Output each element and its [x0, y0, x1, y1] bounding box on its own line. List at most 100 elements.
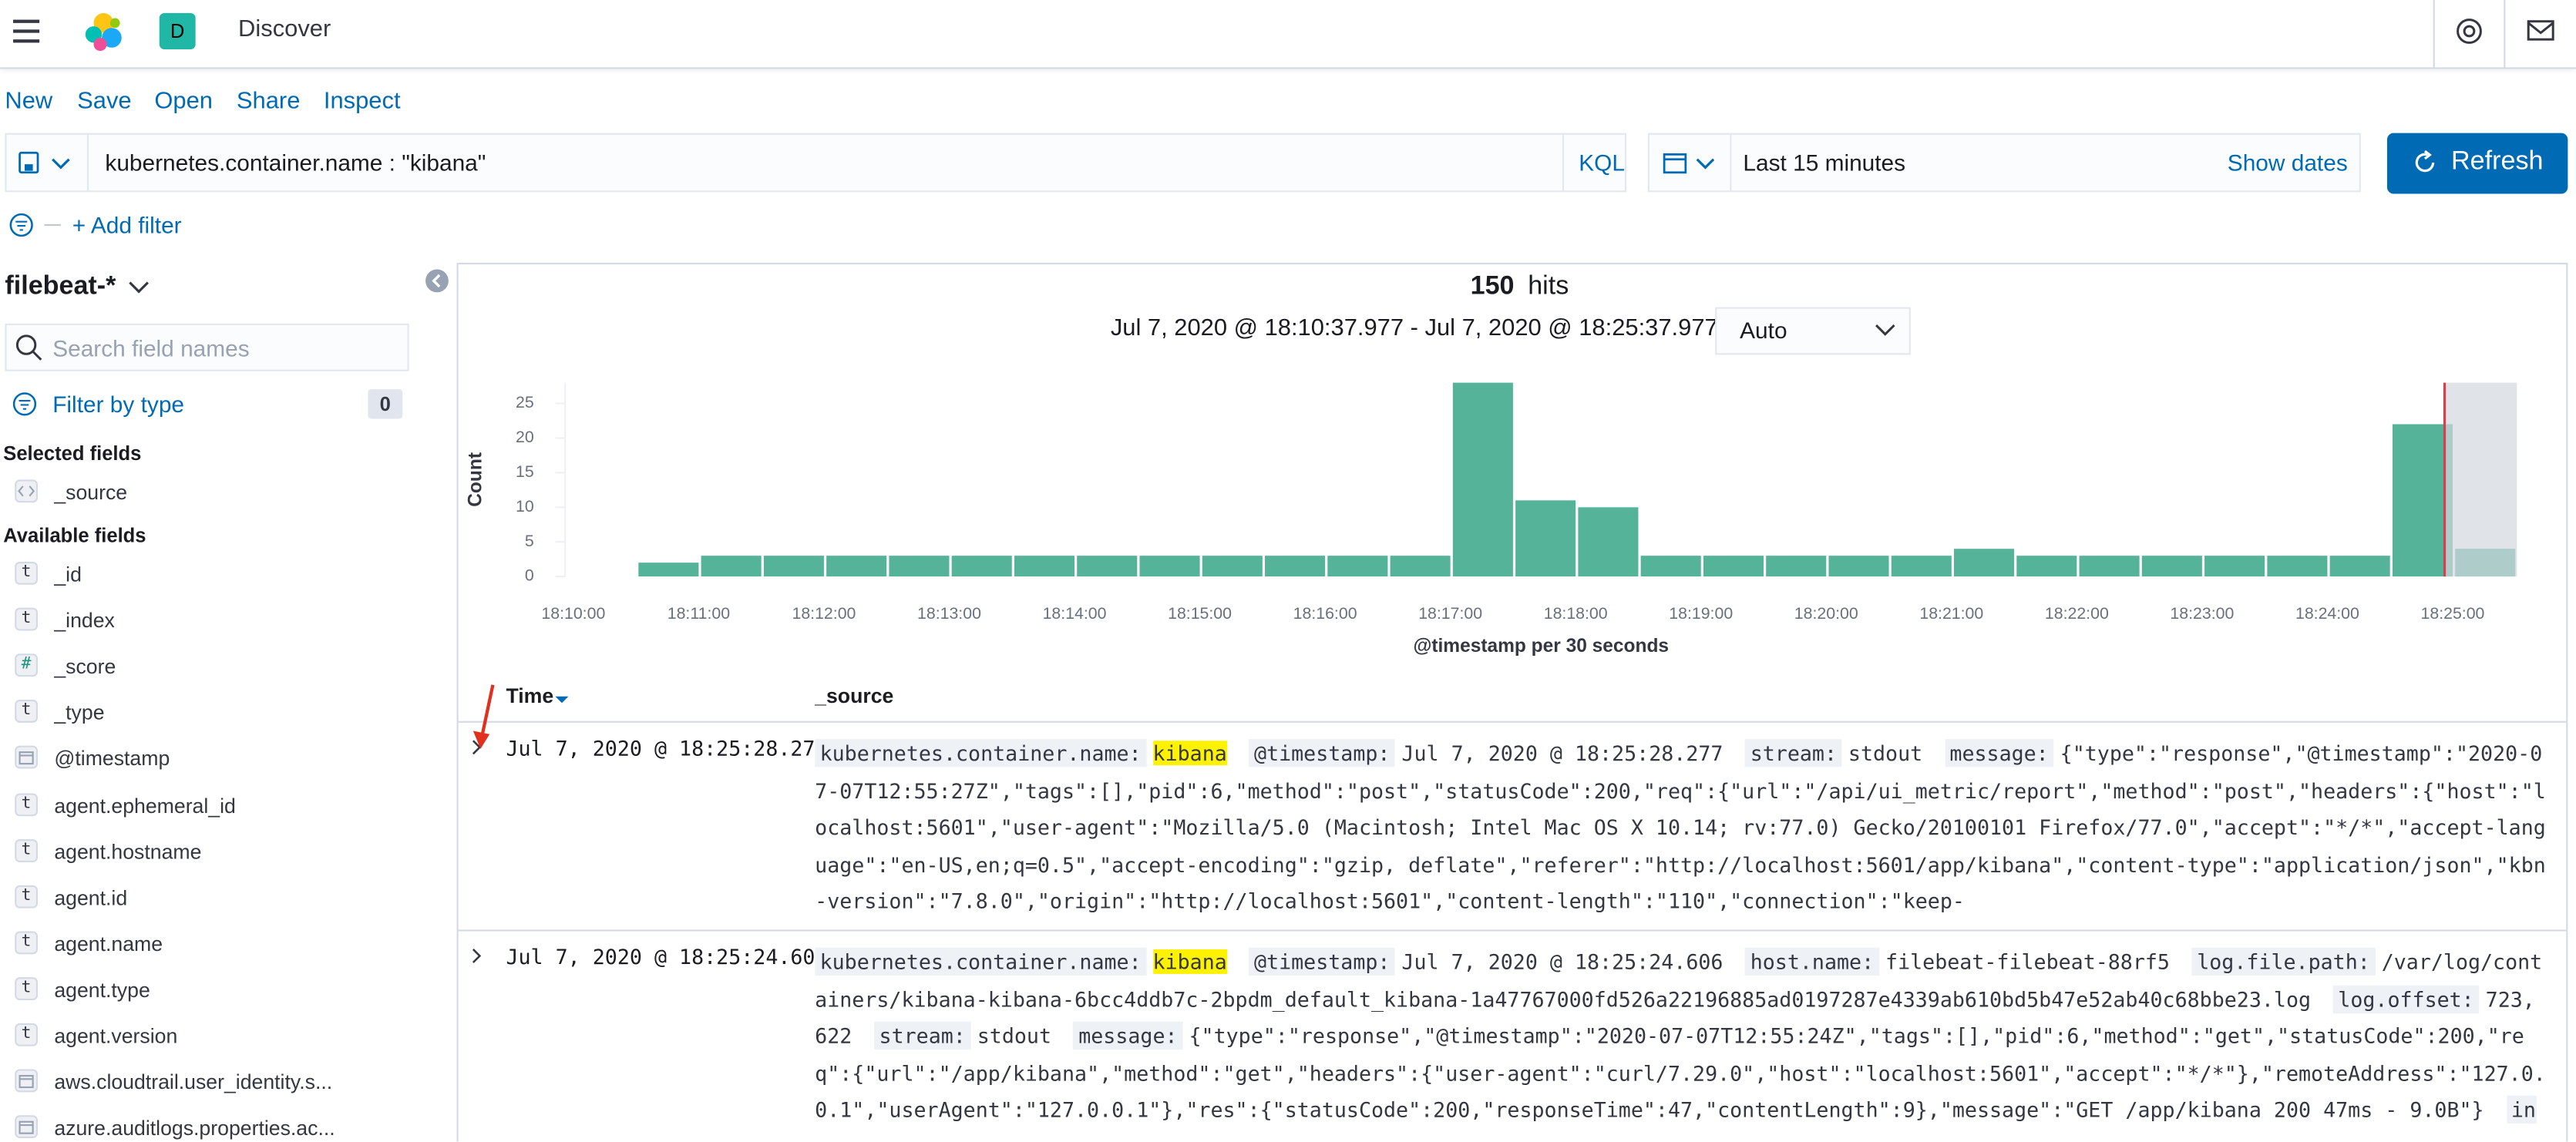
bar — [1703, 556, 1764, 577]
sort-arrow[interactable] — [553, 691, 570, 707]
field-value: 723,622 — [815, 986, 2535, 1048]
type-icon: t — [15, 607, 39, 631]
field-item[interactable]: t agent.ephemeral_id — [0, 789, 427, 822]
bar — [1766, 556, 1827, 577]
column-time[interactable]: Time — [506, 684, 554, 708]
field-key: log.file.path: — [2191, 947, 2376, 976]
menu-item[interactable]: Inspect — [323, 89, 401, 116]
bar — [1327, 556, 1388, 577]
show-dates[interactable]: Show dates — [2227, 149, 2348, 176]
field-item[interactable]: # _score — [0, 650, 427, 684]
x-tick-label: 18:12:00 — [792, 604, 856, 623]
mail-button[interactable] — [2527, 18, 2556, 44]
time-range[interactable]: Last 15 minutes — [1743, 149, 1906, 176]
x-tick-label: 18:15:00 — [1168, 604, 1232, 623]
filter-by-type[interactable]: Filter by type — [52, 391, 185, 418]
field-value: stdout — [977, 1023, 1051, 1048]
menu-item[interactable]: Save — [77, 89, 132, 116]
calendar-glyph — [18, 1121, 34, 1135]
field-key: host.name: — [1745, 947, 1879, 976]
field-name: agent.name — [54, 932, 163, 956]
out-of-range-overlay — [2444, 382, 2517, 577]
x-tick-label: 18:10:00 — [541, 604, 605, 623]
bar — [2204, 556, 2265, 577]
menu-item[interactable]: New — [5, 89, 53, 116]
field-search[interactable] — [5, 323, 409, 371]
index-pattern[interactable]: filebeat-* — [5, 272, 116, 301]
refresh-icon — [2415, 149, 2435, 173]
y-tick-label: 20 — [516, 428, 534, 446]
bar — [1390, 556, 1451, 577]
y-axis-label: Count — [466, 452, 486, 507]
field-item[interactable]: t _type — [0, 697, 427, 730]
x-tick-label: 18:18:00 — [1544, 604, 1608, 623]
bar — [889, 556, 950, 577]
quick-menu-button[interactable] — [1661, 149, 1723, 176]
type-icon: t — [15, 700, 39, 724]
expand-toggle[interactable] — [466, 945, 486, 968]
field-name: agent.type — [54, 979, 150, 1002]
elastic-logo[interactable] — [82, 10, 125, 52]
bar — [1014, 556, 1075, 577]
field-value: {"type":"response","@timestamp":"2020-07… — [815, 741, 2546, 914]
filter-options[interactable] — [8, 212, 64, 238]
field-name: _type — [54, 701, 105, 725]
expand-toggle[interactable] — [466, 736, 486, 759]
space-avatar[interactable]: D — [159, 13, 196, 49]
bar — [1202, 556, 1263, 577]
interval-select[interactable] — [1715, 307, 1911, 355]
y-tick-label: 15 — [516, 462, 534, 481]
query-input[interactable]: kubernetes.container.name : "kibana" — [105, 149, 486, 176]
menu-item[interactable]: Share — [236, 89, 301, 116]
menu-item[interactable]: Open — [154, 89, 213, 116]
field-key: message: — [1073, 1021, 1182, 1050]
row-source: kubernetes.container.name: kibana @timest… — [815, 736, 2546, 921]
field-item[interactable]: t _id — [0, 559, 427, 592]
x-tick-label: 18:17:00 — [1418, 604, 1482, 623]
add-filter[interactable]: + Add filter — [72, 211, 182, 239]
field-value: Jul 7, 2020 @ 18:25:28.277 — [1401, 741, 1723, 766]
date-icon — [15, 1115, 39, 1139]
bar — [2392, 424, 2453, 577]
saved-query-button[interactable] — [16, 149, 79, 176]
code-glyph — [18, 485, 35, 497]
type-icon: t — [15, 976, 39, 1000]
x-tick-label: 18:21:00 — [1919, 604, 1983, 623]
bar — [826, 556, 887, 577]
field-value-highlight: kibana — [1152, 949, 1227, 974]
x-axis-label: @timestamp per 30 seconds — [1413, 636, 1669, 657]
field-item[interactable]: @timestamp — [0, 743, 427, 776]
field-item[interactable]: azure.auditlogs.properties.ac... — [0, 1112, 427, 1141]
menu-button[interactable] — [12, 16, 45, 45]
language-switcher[interactable]: KQL — [1579, 149, 1625, 176]
type-icon: t — [15, 885, 39, 908]
type-icon: t — [15, 792, 39, 816]
field-name: aws.cloudtrail.user_identity.s... — [54, 1070, 333, 1094]
field-item[interactable]: t _index — [0, 605, 427, 638]
type-icon: t — [15, 561, 39, 585]
field-item[interactable]: t agent.type — [0, 974, 427, 1007]
field-item[interactable]: t agent.hostname — [0, 835, 427, 868]
field-item[interactable]: aws.cloudtrail.user_identity.s... — [0, 1066, 427, 1099]
selected-heading: Selected fields — [3, 442, 142, 465]
x-tick-label: 18:14:00 — [1043, 604, 1107, 623]
y-tick-label: 5 — [525, 532, 534, 550]
filter-type-icon — [12, 392, 37, 416]
field-item[interactable]: t agent.version — [0, 1020, 427, 1053]
type-icon: t — [15, 1023, 39, 1046]
search-icon — [15, 334, 42, 361]
collapse-sidebar[interactable] — [424, 267, 450, 294]
field-key: kubernetes.container.name: — [815, 947, 1147, 976]
field-item[interactable]: _source — [0, 476, 427, 509]
field-item[interactable]: t agent.name — [0, 928, 427, 961]
field-item[interactable]: t agent.id — [0, 882, 427, 915]
index-chevron[interactable] — [126, 276, 153, 299]
bar — [1452, 382, 1513, 577]
available-heading: Available fields — [3, 523, 146, 547]
y-tick-label: 0 — [525, 566, 534, 585]
filter-count: 0 — [368, 389, 403, 419]
field-name: _index — [54, 609, 115, 633]
y-tick-label: 25 — [516, 393, 534, 411]
help-button[interactable] — [2454, 16, 2484, 45]
annotation-arrow — [472, 684, 495, 749]
